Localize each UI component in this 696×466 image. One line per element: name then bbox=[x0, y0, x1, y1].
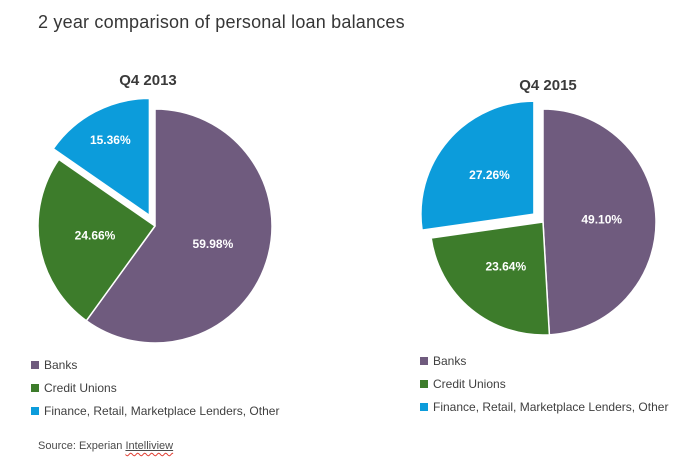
source-prefix: Source: Experian bbox=[38, 440, 126, 452]
legend-swatch-finance-other-icon bbox=[31, 407, 39, 415]
pie-percentage-label: 23.64% bbox=[485, 260, 526, 274]
legend-item-label: Banks bbox=[433, 354, 467, 368]
legend-item-label: Credit Unions bbox=[44, 381, 117, 395]
source-link-label: Intelliview bbox=[125, 440, 174, 452]
pie-slice-credit-unions bbox=[37, 158, 156, 322]
pie-percentage-label: 49.10% bbox=[581, 212, 622, 226]
page-title: 2 year comparison of personal loan balan… bbox=[38, 12, 405, 32]
legend-item-label: Credit Unions bbox=[433, 377, 506, 391]
pie-percentage-label: 24.66% bbox=[75, 228, 116, 242]
legend-swatch-banks-icon bbox=[31, 361, 39, 369]
legend-swatch-credit-unions-icon bbox=[420, 380, 428, 388]
pie-slice-banks bbox=[542, 108, 657, 336]
source-link[interactable]: Intelliview bbox=[125, 440, 173, 452]
pie-slice-banks bbox=[85, 108, 273, 344]
legend-q4-2013: Banks Credit Unions Finance, Retail, Mar… bbox=[31, 358, 279, 427]
legend-item-banks: Banks bbox=[31, 358, 279, 372]
legend-item-label: Finance, Retail, Marketplace Lenders, Ot… bbox=[44, 404, 280, 418]
legend-swatch-banks-icon bbox=[420, 357, 428, 365]
pie-chart-q4-2015: 49.10% 23.64% 27.26% bbox=[420, 100, 657, 336]
legend-item-banks: Banks bbox=[420, 354, 668, 368]
legend-item-finance-other: Finance, Retail, Marketplace Lenders, Ot… bbox=[420, 400, 668, 414]
pie-percentage-label: 59.98% bbox=[193, 237, 234, 251]
legend-item-label: Banks bbox=[44, 358, 78, 372]
pie-percentage-label: 27.26% bbox=[469, 168, 510, 182]
legend-swatch-credit-unions-icon bbox=[31, 384, 39, 392]
legend-swatch-finance-other-icon bbox=[420, 403, 428, 411]
pie-title-q4-2015: Q4 2015 bbox=[519, 77, 577, 94]
legend-item-finance-other: Finance, Retail, Marketplace Lenders, Ot… bbox=[31, 404, 279, 418]
legend-item-credit-unions: Credit Unions bbox=[420, 377, 668, 391]
legend-item-credit-unions: Credit Unions bbox=[31, 381, 279, 395]
pie-percentage-label: 15.36% bbox=[90, 133, 131, 147]
pie-chart-q4-2013: 59.98% 24.66% 15.36% bbox=[37, 97, 273, 344]
pie-title-q4-2013: Q4 2013 bbox=[119, 72, 177, 89]
pie-slice-finance-retail-marketplace-lenders-other bbox=[420, 100, 535, 231]
source-text: Source: Experian Intelliview bbox=[38, 440, 173, 452]
pie-slice-finance-retail-marketplace-lenders-other bbox=[52, 97, 151, 217]
legend-item-label: Finance, Retail, Marketplace Lenders, Ot… bbox=[433, 400, 669, 414]
pie-slice-credit-unions bbox=[430, 221, 551, 336]
legend-q4-2015: Banks Credit Unions Finance, Retail, Mar… bbox=[420, 354, 668, 423]
